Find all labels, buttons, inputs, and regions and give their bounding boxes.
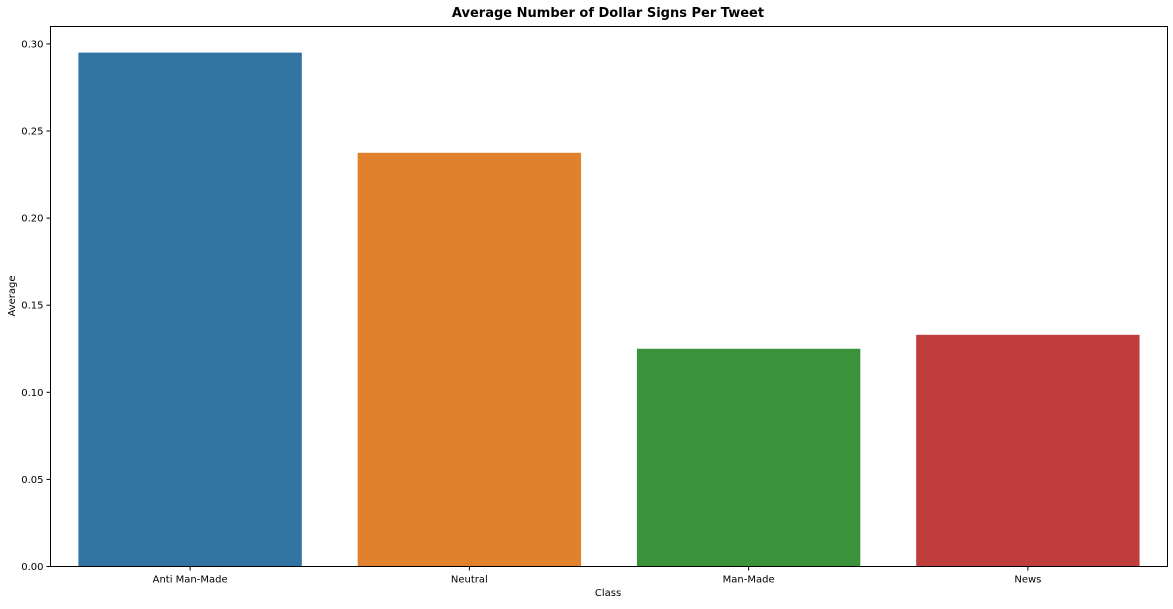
y-axis-label: Average <box>7 275 18 316</box>
y-tick-label: 0.20 <box>21 214 43 225</box>
y-tick-label: 0.15 <box>21 301 43 312</box>
chart-title: Average Number of Dollar Signs Per Tweet <box>452 6 764 21</box>
bar-anti-man-made <box>78 52 302 567</box>
plot-frame <box>50 26 1168 567</box>
y-tick-label: 0.30 <box>21 39 43 50</box>
y-tick-label: 0.05 <box>21 475 43 486</box>
y-tick-label: 0.00 <box>21 562 43 573</box>
x-tick-label: Anti Man-Made <box>153 575 228 586</box>
y-tick-label: 0.10 <box>21 388 43 399</box>
y-tick-label: 0.25 <box>21 127 43 138</box>
x-tick-label: Neutral <box>451 575 488 586</box>
bar-man-made <box>636 348 861 567</box>
x-tick-label: News <box>1014 575 1041 586</box>
x-axis-label: Class <box>595 588 621 599</box>
bars-group <box>78 52 1140 567</box>
x-axis-ticks: Anti Man-Made Neutral Man-Made News <box>153 566 1041 586</box>
y-axis-ticks: 0.00 0.05 0.10 0.15 0.20 0.25 0.30 <box>21 39 51 573</box>
bar-news <box>916 334 1140 567</box>
x-tick-label: Man-Made <box>723 575 775 586</box>
bar-neutral <box>357 152 582 567</box>
